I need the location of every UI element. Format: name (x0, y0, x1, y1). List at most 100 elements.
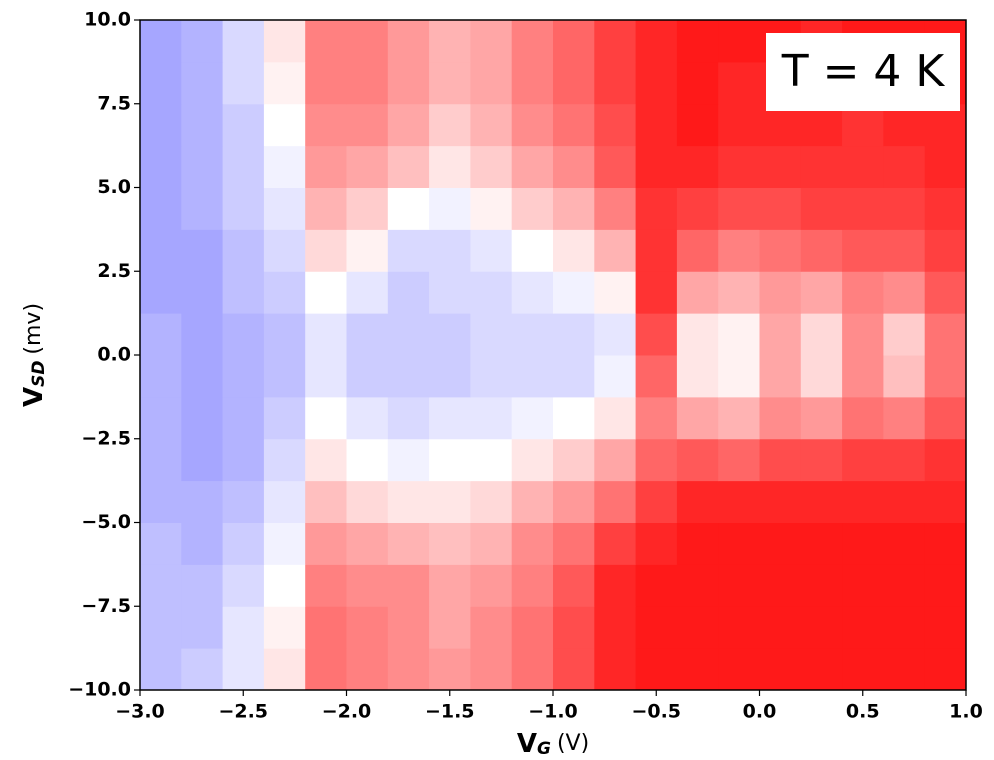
heatmap-cell (842, 313, 884, 356)
heatmap-cell (676, 606, 719, 649)
heatmap-cell (759, 438, 802, 482)
heatmap-cell (842, 229, 884, 272)
heatmap-cell (718, 229, 760, 272)
heatmap-cell (800, 145, 843, 188)
heatmap-cell (181, 313, 224, 356)
heatmap-cell (140, 313, 182, 356)
x-tick-label: −1.0 (528, 701, 578, 723)
heatmap-cell (346, 145, 389, 188)
heatmap-cell (553, 229, 595, 272)
heatmap-cell (181, 355, 224, 398)
heatmap-cell (140, 187, 182, 230)
heatmap-cell (718, 61, 760, 105)
heatmap-cell (924, 271, 967, 314)
heatmap-cell (924, 187, 967, 230)
heatmap-cell (842, 355, 884, 398)
heatmap-cell (718, 271, 760, 314)
heatmap-cell (470, 438, 513, 482)
heatmap-cell (222, 20, 265, 63)
heatmap-cell (800, 522, 843, 565)
heatmap-cell (429, 187, 471, 230)
heatmap-cell (222, 313, 265, 356)
heatmap-cell (883, 355, 926, 398)
heatmap-cell (181, 438, 224, 482)
heatmap-cell (140, 480, 182, 523)
heatmap-cell (511, 480, 554, 523)
heatmap-cell (263, 271, 306, 314)
heatmap-cell (883, 648, 926, 691)
heatmap-cell (800, 396, 843, 440)
heatmap-cell (924, 355, 967, 398)
heatmap-cell (553, 522, 595, 565)
heatmap-cell (718, 355, 760, 398)
heatmap-cell (800, 229, 843, 272)
y-tick-label: −7.5 (81, 595, 131, 617)
heatmap-cell (181, 20, 224, 63)
heatmap-cell (676, 103, 719, 147)
heatmap (140, 20, 967, 691)
heatmap-cell (594, 313, 637, 356)
heatmap-cell (140, 20, 182, 63)
heatmap-cell (718, 103, 760, 147)
heatmap-cell (883, 522, 926, 565)
heatmap-cell (635, 606, 678, 649)
heatmap-cell (718, 20, 760, 63)
heatmap-cell (883, 187, 926, 230)
heatmap-cell (553, 313, 595, 356)
heatmap-cell (924, 480, 967, 523)
heatmap-cell (842, 396, 884, 440)
heatmap-cell (387, 271, 430, 314)
heatmap-cell (759, 229, 802, 272)
heatmap-cell (346, 396, 389, 440)
heatmap-cell (676, 271, 719, 314)
heatmap-cell (429, 606, 471, 649)
heatmap-cell (676, 355, 719, 398)
heatmap-cell (924, 438, 967, 482)
heatmap-cell (387, 145, 430, 188)
heatmap-cell (842, 271, 884, 314)
heatmap-cell (594, 103, 637, 147)
heatmap-cell (181, 103, 224, 147)
heatmap-cell (346, 313, 389, 356)
heatmap-cell (553, 564, 595, 607)
heatmap-cell (181, 229, 224, 272)
heatmap-cell (470, 145, 513, 188)
heatmap-cell (553, 648, 595, 691)
heatmap-cell (181, 187, 224, 230)
x-tick-label: −2.0 (322, 701, 372, 723)
heatmap-cell (594, 145, 637, 188)
heatmap-cell (553, 355, 595, 398)
heatmap-cell (594, 564, 637, 607)
heatmap-cell (263, 229, 306, 272)
heatmap-cell (305, 606, 347, 649)
heatmap-cell (800, 648, 843, 691)
x-tick-label: −0.5 (631, 701, 681, 723)
heatmap-cell (842, 522, 884, 565)
heatmap-cell (387, 648, 430, 691)
heatmap-cell (676, 20, 719, 63)
heatmap-cell (883, 606, 926, 649)
heatmap-cell (553, 438, 595, 482)
heatmap-cell (429, 648, 471, 691)
heatmap-cell (470, 606, 513, 649)
heatmap-cell (553, 20, 595, 63)
heatmap-cell (718, 313, 760, 356)
heatmap-cell (594, 61, 637, 105)
heatmap-cell (222, 522, 265, 565)
heatmap-cell (263, 313, 306, 356)
heatmap-cell (718, 396, 760, 440)
heatmap-cell (263, 522, 306, 565)
heatmap-cell (553, 61, 595, 105)
heatmap-cell (800, 271, 843, 314)
heatmap-cell (181, 648, 224, 691)
heatmap-cell (594, 648, 637, 691)
heatmap-cell (429, 396, 471, 440)
heatmap-cell (800, 187, 843, 230)
heatmap-cell (387, 313, 430, 356)
heatmap-cell (387, 396, 430, 440)
heatmap-cell (387, 564, 430, 607)
heatmap-cell (387, 229, 430, 272)
heatmap-cell (140, 564, 182, 607)
heatmap-cell (263, 187, 306, 230)
heatmap-cell (842, 480, 884, 523)
